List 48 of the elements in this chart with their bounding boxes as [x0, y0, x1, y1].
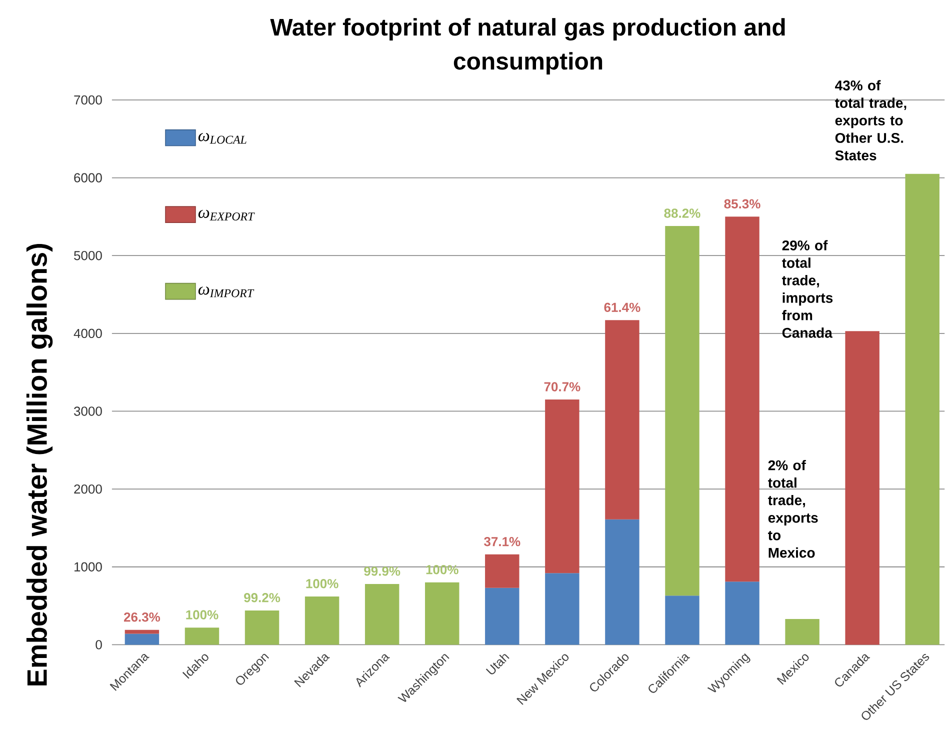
y-tick-label: 6000: [74, 173, 102, 183]
bar: [665, 596, 700, 645]
bar: [605, 320, 640, 520]
chart-title: Water footprint of natural gas production and consumption: [270, 18, 785, 75]
bar: [545, 400, 580, 574]
bar: [905, 174, 940, 645]
y-axis-title: Embedded water (Million gallons): [26, 244, 53, 686]
annotation: 88.2%: [664, 208, 700, 218]
bar: [785, 619, 820, 645]
bar: [485, 588, 520, 645]
y-tick-label: 3000: [74, 406, 102, 416]
annotation: 43% of total trade, exports to Other U.S. States: [834, 80, 906, 161]
bar: [364, 584, 400, 645]
bar: [545, 573, 580, 645]
annotation: 61.4%: [604, 302, 640, 312]
annotation: 85.3%: [724, 199, 760, 209]
bar: [425, 582, 460, 645]
bar: [124, 634, 160, 645]
y-tick-label: 1000: [74, 562, 102, 572]
x-tick-label: Utah: [486, 654, 510, 674]
bar: [725, 582, 760, 645]
bar: [665, 226, 700, 596]
bar: [244, 610, 280, 645]
annotation: 100%: [306, 579, 338, 588]
legend-label: ω$_{LOCAL}$: [198, 133, 246, 144]
y-tick-label: 4000: [74, 328, 102, 338]
annotation: 2% of total trade, exports to Mexico: [768, 460, 818, 558]
annotation: 37.1%: [484, 537, 520, 546]
bar: [184, 628, 220, 645]
y-tick-label: 7000: [74, 96, 102, 105]
bar: [845, 331, 880, 645]
annotation: 99.2%: [244, 593, 280, 602]
y-tick-label: 5000: [74, 251, 102, 260]
bar: [304, 596, 340, 645]
bar: [124, 630, 160, 634]
y-tick-label: 2000: [74, 484, 102, 494]
annotation: 100%: [186, 610, 218, 620]
bar: [605, 520, 640, 645]
annotation: 29% of total trade, imports from Canada: [782, 240, 833, 338]
annotation: 99.9%: [364, 566, 400, 576]
annotation: 70.7%: [544, 382, 580, 392]
y-tick-label: 0: [96, 640, 102, 650]
annotation: 26.3%: [124, 612, 160, 622]
bar: [725, 216, 760, 582]
annotation: 100%: [426, 565, 458, 574]
legend-label: ω$_{EXPORT}$: [198, 210, 255, 221]
legend-label: ω$_{IMPORT}$: [198, 286, 254, 298]
bar: [485, 554, 520, 588]
